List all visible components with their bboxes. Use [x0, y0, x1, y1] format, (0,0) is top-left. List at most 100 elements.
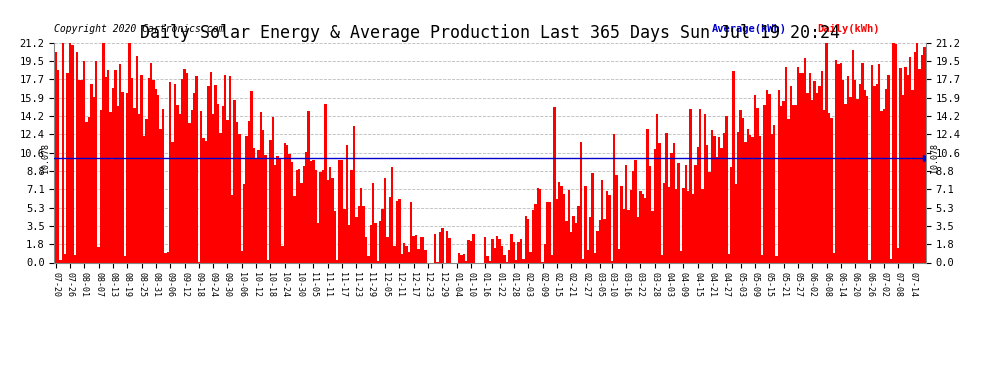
Bar: [252, 148, 255, 262]
Bar: [219, 134, 222, 262]
Bar: [267, 260, 269, 262]
Bar: [665, 133, 668, 262]
Bar: [350, 170, 352, 262]
Bar: [274, 165, 276, 262]
Bar: [618, 249, 620, 262]
Bar: [457, 254, 460, 262]
Bar: [794, 105, 797, 262]
Bar: [677, 164, 680, 262]
Bar: [608, 195, 611, 262]
Bar: [159, 129, 161, 262]
Bar: [814, 81, 816, 262]
Bar: [518, 242, 520, 262]
Bar: [567, 190, 570, 262]
Bar: [109, 112, 112, 262]
Bar: [243, 184, 246, 262]
Bar: [821, 71, 823, 262]
Bar: [804, 58, 806, 262]
Bar: [527, 219, 530, 262]
Bar: [520, 239, 523, 262]
Bar: [849, 97, 851, 262]
Bar: [775, 256, 778, 262]
Bar: [183, 69, 186, 262]
Text: Daily(kWh): Daily(kWh): [817, 24, 879, 34]
Bar: [711, 130, 713, 262]
Bar: [596, 231, 599, 262]
Bar: [417, 249, 420, 262]
Bar: [164, 253, 166, 262]
Bar: [188, 123, 190, 262]
Bar: [523, 259, 525, 262]
Bar: [317, 224, 320, 262]
Bar: [797, 67, 799, 262]
Bar: [699, 109, 701, 262]
Bar: [181, 80, 183, 262]
Bar: [105, 77, 107, 262]
Bar: [374, 223, 376, 262]
Bar: [241, 251, 243, 262]
Bar: [616, 176, 618, 262]
Bar: [880, 111, 883, 262]
Bar: [489, 261, 491, 262]
Bar: [899, 68, 902, 262]
Bar: [114, 70, 117, 262]
Bar: [866, 96, 868, 262]
Bar: [396, 201, 398, 262]
Bar: [136, 56, 138, 262]
Bar: [161, 109, 164, 262]
Bar: [535, 204, 537, 262]
Bar: [831, 118, 833, 262]
Bar: [224, 75, 227, 262]
Bar: [701, 189, 704, 262]
Bar: [721, 148, 723, 262]
Bar: [152, 80, 154, 262]
Bar: [149, 63, 152, 262]
Bar: [355, 217, 357, 262]
Bar: [653, 149, 656, 262]
Bar: [248, 121, 250, 262]
Bar: [640, 191, 642, 262]
Bar: [503, 255, 506, 262]
Bar: [186, 72, 188, 262]
Bar: [344, 209, 346, 262]
Bar: [73, 255, 76, 262]
Bar: [341, 160, 344, 262]
Bar: [560, 186, 563, 262]
Bar: [672, 142, 675, 262]
Bar: [682, 188, 684, 262]
Bar: [790, 86, 792, 262]
Bar: [902, 95, 904, 262]
Bar: [434, 234, 437, 262]
Bar: [753, 95, 756, 262]
Bar: [279, 159, 281, 262]
Bar: [494, 248, 496, 262]
Bar: [336, 260, 339, 262]
Bar: [401, 254, 403, 262]
Bar: [288, 153, 291, 262]
Bar: [656, 114, 658, 262]
Bar: [809, 73, 811, 262]
Bar: [844, 104, 846, 262]
Bar: [611, 261, 613, 262]
Bar: [81, 81, 83, 262]
Bar: [308, 111, 310, 262]
Bar: [257, 150, 259, 262]
Bar: [298, 169, 300, 262]
Bar: [491, 239, 494, 262]
Bar: [64, 254, 66, 262]
Bar: [897, 248, 899, 262]
Bar: [835, 60, 838, 262]
Bar: [202, 138, 205, 262]
Bar: [229, 76, 231, 262]
Bar: [212, 114, 215, 262]
Bar: [293, 196, 296, 262]
Bar: [909, 57, 912, 262]
Bar: [916, 43, 919, 262]
Bar: [692, 194, 694, 262]
Bar: [625, 165, 628, 262]
Bar: [54, 52, 56, 262]
Bar: [90, 84, 93, 262]
Bar: [379, 221, 381, 262]
Bar: [828, 113, 831, 262]
Bar: [310, 161, 312, 262]
